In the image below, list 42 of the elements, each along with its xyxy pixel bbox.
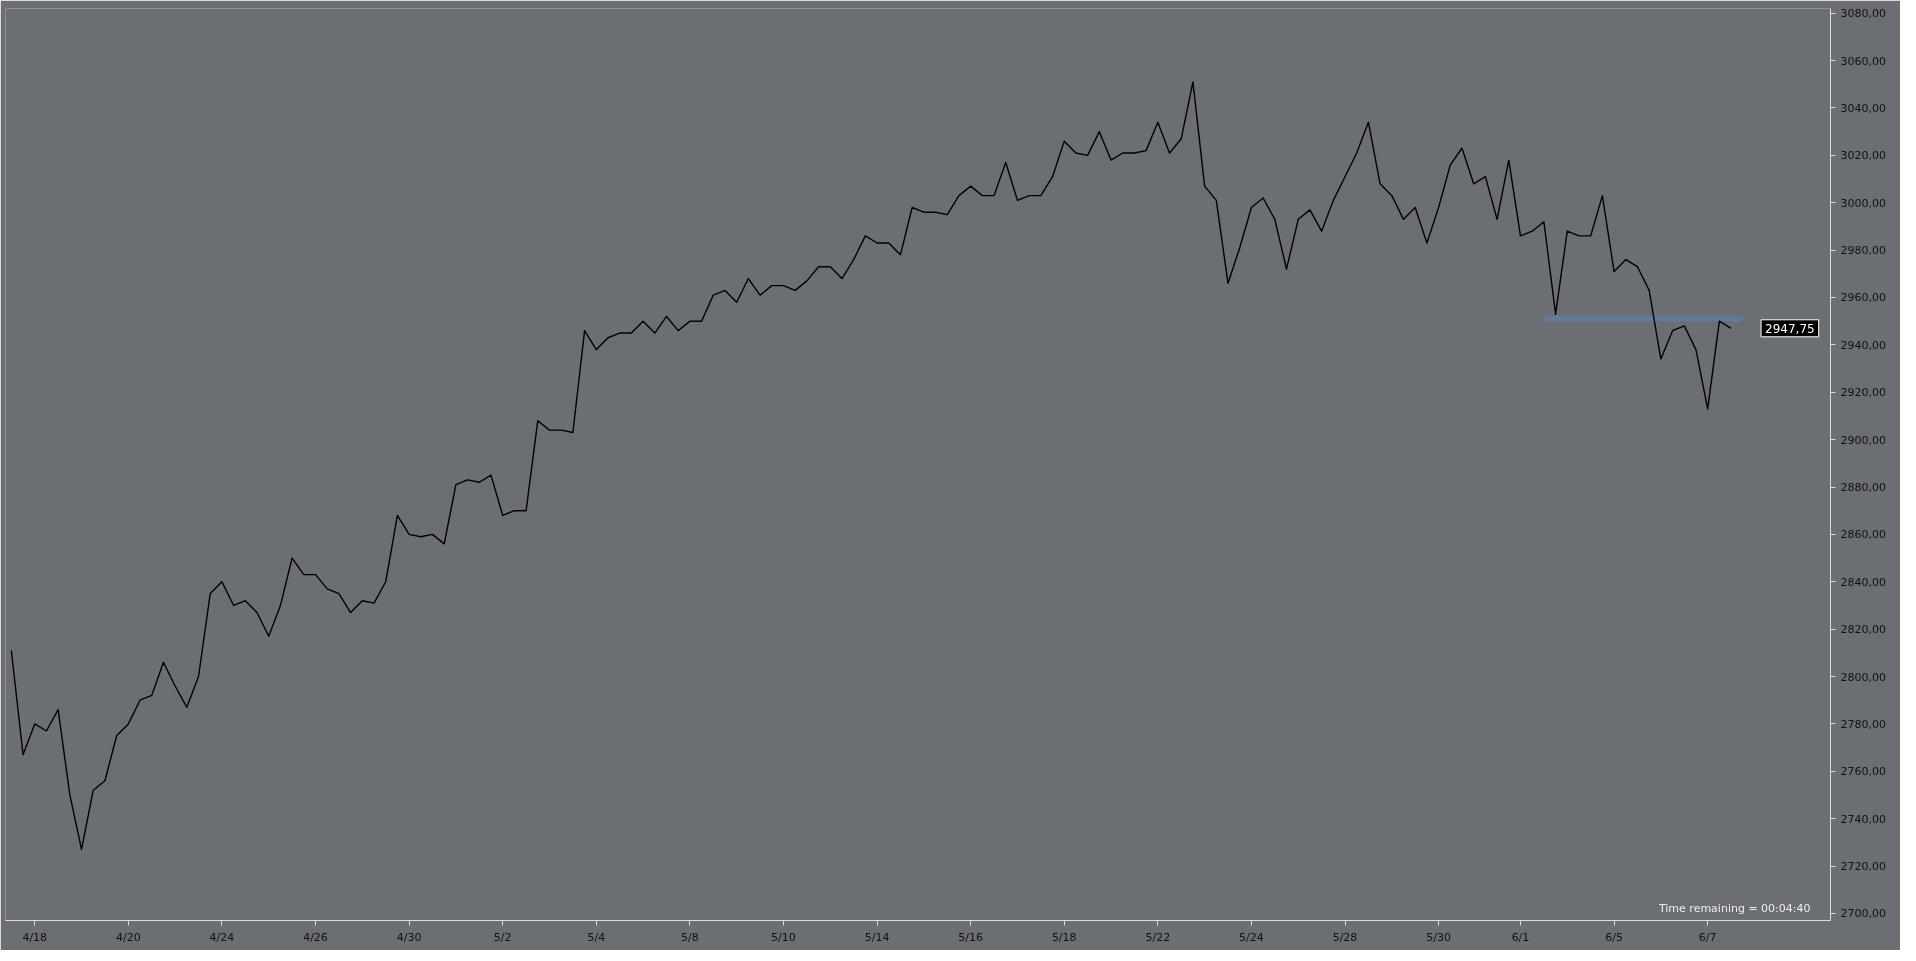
y-tick-label: 2780,00 bbox=[1840, 717, 1886, 731]
y-tick-label: 2840,00 bbox=[1840, 575, 1886, 589]
y-tick-label: 3040,00 bbox=[1840, 101, 1886, 115]
x-tick-label: 5/28 bbox=[1332, 930, 1358, 944]
y-tick-label: 2880,00 bbox=[1840, 481, 1886, 494]
x-tick-label: 5/30 bbox=[1426, 930, 1451, 944]
x-tick-label: 5/14 bbox=[864, 930, 890, 944]
x-tick-label: 5/24 bbox=[1239, 930, 1264, 944]
x-tick-label: 5/16 bbox=[958, 930, 983, 944]
x-tick-label: 5/4 bbox=[587, 930, 606, 944]
y-tick-label: 2720,00 bbox=[1840, 860, 1886, 874]
annotation: 2947,75 bbox=[1765, 321, 1815, 336]
y-tick-label: 2900,00 bbox=[1840, 433, 1886, 447]
y-tick-label: 2820,00 bbox=[1840, 623, 1886, 637]
y-tick-label: 2940,00 bbox=[1840, 338, 1886, 352]
x-tick-label: 4/24 bbox=[209, 930, 235, 944]
y-tick-label: 2960,00 bbox=[1840, 291, 1886, 305]
y-tick-label: 2860,00 bbox=[1840, 528, 1886, 542]
line-series bbox=[10, 81, 1732, 851]
x-tick-label: 4/20 bbox=[115, 930, 141, 944]
x-tick-label: 4/30 bbox=[396, 930, 422, 944]
y-tick-label: 2800,00 bbox=[1840, 670, 1886, 684]
x-tick-label: 5/10 bbox=[771, 930, 796, 944]
y-tick-label: 3080,00 bbox=[1840, 7, 1886, 21]
x-tick-label: 5/8 bbox=[681, 930, 699, 944]
x-tick-label: 4/18 bbox=[22, 930, 48, 944]
y-tick-label: 2760,00 bbox=[1840, 765, 1886, 779]
x-tick-label: 6/1 bbox=[1511, 930, 1530, 944]
x-tick-label: 4/26 bbox=[303, 930, 328, 944]
y-tick-label: 3060,00 bbox=[1840, 54, 1886, 68]
y-tick-label: 3020,00 bbox=[1840, 149, 1886, 163]
x-tick-label: 5/2 bbox=[493, 930, 512, 944]
x-tick-label: 5/22 bbox=[1145, 930, 1171, 944]
x-tick-label: 6/5 bbox=[1605, 930, 1623, 944]
y-tick-label: 2740,00 bbox=[1840, 812, 1886, 826]
x-tick-label: 5/18 bbox=[1051, 930, 1077, 944]
y-tick-label: 2980,00 bbox=[1840, 244, 1886, 258]
y-tick-label: 2920,00 bbox=[1840, 386, 1886, 400]
y-tick-label: 3000,00 bbox=[1840, 196, 1886, 210]
y-tick-label: 2700,00 bbox=[1840, 907, 1886, 921]
annotation: Time remaining = 00:04:40 bbox=[1657, 901, 1811, 915]
x-tick-label: 6/7 bbox=[1698, 930, 1717, 944]
